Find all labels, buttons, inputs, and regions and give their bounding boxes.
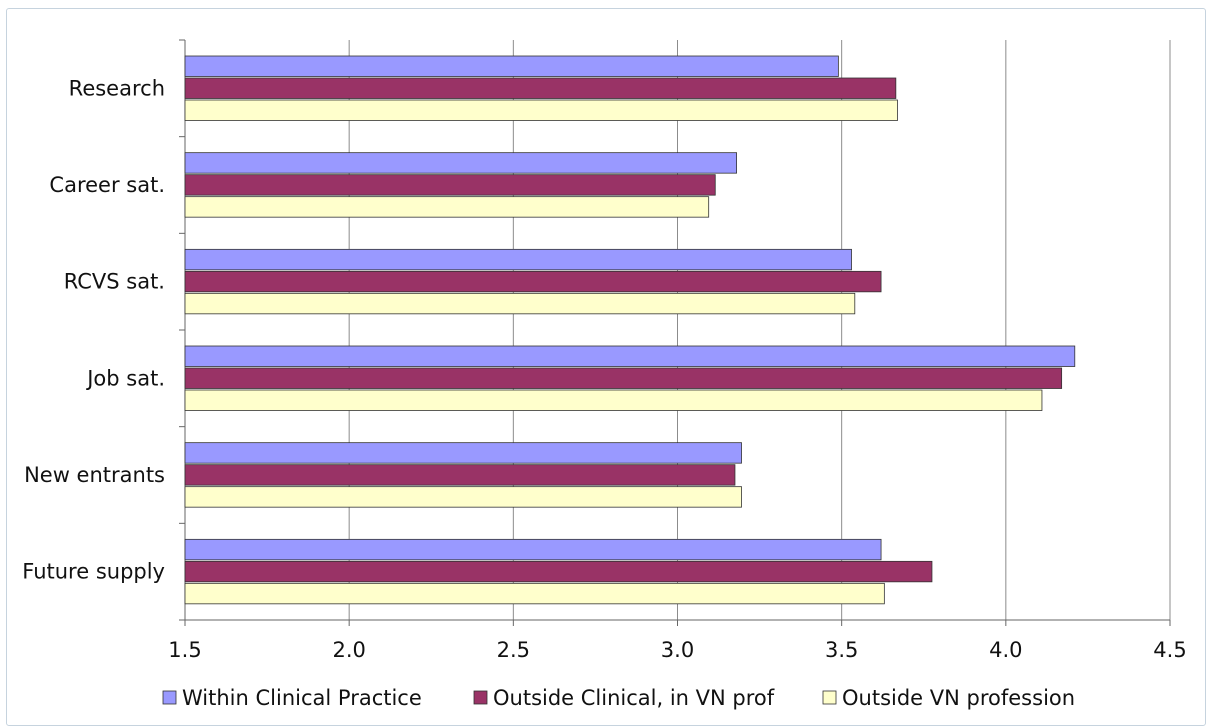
bar	[184, 486, 742, 508]
bar	[184, 389, 1043, 411]
x-tick-label: 4.0	[989, 638, 1022, 662]
bar	[184, 464, 736, 486]
bar	[184, 538, 882, 561]
bars	[184, 55, 1076, 605]
category-label: RCVS sat.	[64, 270, 165, 294]
bar	[184, 55, 839, 77]
bar	[184, 582, 885, 605]
bar	[184, 292, 856, 315]
x-tick-label: 1.5	[168, 638, 201, 662]
bar	[184, 248, 852, 271]
bar	[184, 174, 716, 196]
category-label: Career sat.	[49, 173, 165, 197]
x-tick-label: 2.5	[497, 638, 530, 662]
legend-label: Within Clinical Practice	[182, 686, 422, 710]
bar	[184, 99, 898, 121]
x-tick-label: 3.0	[661, 638, 694, 662]
bar	[184, 77, 897, 99]
legend: Within Clinical Practice Outside Clinical…	[162, 686, 1075, 710]
category-labels: Research Career sat. RCVS sat. Job sat. New …	[22, 76, 165, 583]
axes	[179, 39, 1171, 626]
x-tick-label: 2.0	[332, 638, 365, 662]
category-label: New entrants	[24, 463, 165, 487]
category-label: Research	[69, 76, 165, 100]
bar	[184, 367, 1063, 389]
bar	[184, 560, 933, 583]
legend-label: Outside VN profession	[842, 686, 1075, 710]
legend-swatch	[473, 690, 488, 705]
legend-swatch	[822, 690, 837, 705]
x-tick-label: 3.5	[825, 638, 858, 662]
bar	[184, 345, 1076, 367]
bar	[184, 442, 742, 464]
gridlines	[348, 40, 1171, 620]
bar	[184, 270, 882, 293]
legend-label: Outside Clinical, in VN prof	[493, 686, 775, 710]
x-tick-labels: 1.5 2.0 2.5 3.0 3.5 4.0 4.5	[168, 638, 1186, 662]
category-label: Future supply	[22, 560, 165, 584]
category-label: Job sat.	[85, 366, 165, 390]
legend-swatch	[162, 690, 177, 705]
x-tick-label: 4.5	[1153, 638, 1186, 662]
bar	[184, 196, 710, 218]
bar	[184, 152, 737, 174]
